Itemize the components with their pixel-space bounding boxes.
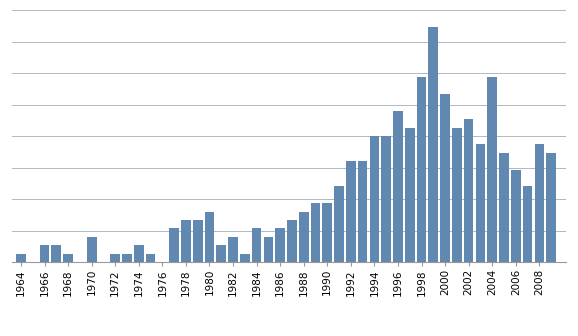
Bar bbox=[487, 77, 497, 262]
Bar bbox=[452, 128, 462, 262]
Bar bbox=[110, 254, 120, 262]
Bar bbox=[393, 111, 403, 262]
Bar bbox=[417, 77, 427, 262]
Bar bbox=[63, 254, 73, 262]
Bar bbox=[464, 119, 473, 262]
Bar bbox=[405, 128, 414, 262]
Bar bbox=[499, 153, 509, 262]
Bar bbox=[228, 237, 238, 262]
Bar bbox=[440, 94, 450, 262]
Bar bbox=[205, 212, 214, 262]
Bar bbox=[323, 203, 332, 262]
Bar bbox=[87, 237, 97, 262]
Bar bbox=[252, 228, 261, 262]
Bar bbox=[346, 161, 355, 262]
Bar bbox=[428, 27, 438, 262]
Bar bbox=[264, 237, 273, 262]
Bar bbox=[216, 245, 226, 262]
Bar bbox=[40, 245, 49, 262]
Bar bbox=[369, 136, 379, 262]
Bar bbox=[334, 186, 344, 262]
Bar bbox=[511, 170, 521, 262]
Bar bbox=[358, 161, 368, 262]
Bar bbox=[193, 220, 202, 262]
Bar bbox=[122, 254, 132, 262]
Bar bbox=[523, 186, 532, 262]
Bar bbox=[381, 136, 391, 262]
Bar bbox=[287, 220, 297, 262]
Bar bbox=[146, 254, 155, 262]
Bar bbox=[275, 228, 285, 262]
Bar bbox=[134, 245, 143, 262]
Bar bbox=[546, 153, 556, 262]
Bar bbox=[181, 220, 191, 262]
Bar bbox=[299, 212, 309, 262]
Bar bbox=[311, 203, 320, 262]
Bar bbox=[535, 144, 544, 262]
Bar bbox=[240, 254, 250, 262]
Bar bbox=[169, 228, 179, 262]
Bar bbox=[476, 144, 486, 262]
Bar bbox=[51, 245, 61, 262]
Bar bbox=[16, 254, 26, 262]
